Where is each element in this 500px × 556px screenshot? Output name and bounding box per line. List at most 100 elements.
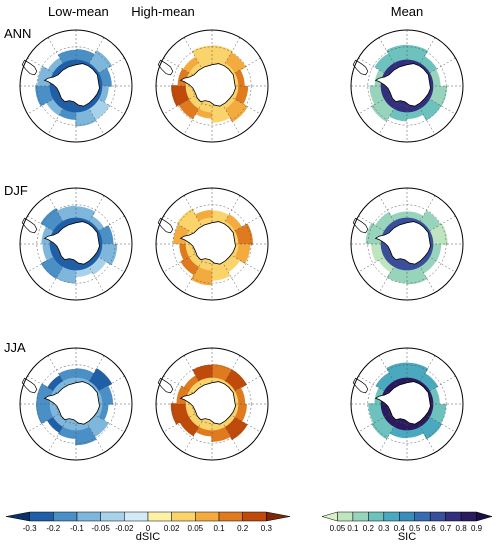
sea-ice-sector <box>75 265 93 278</box>
colorbar-tick-label: 0.02 <box>164 524 180 533</box>
map-panel-djf-low-mean <box>19 187 133 301</box>
longitude-gridline <box>358 215 456 273</box>
sea-ice-sector <box>97 244 118 266</box>
longitude-gridline <box>163 57 261 115</box>
longitude-gridline <box>378 195 436 293</box>
colorbar-swatch <box>352 511 369 522</box>
sea-ice-sector <box>195 425 212 437</box>
longitude-gridline <box>163 57 261 115</box>
sea-ice-sector <box>97 404 109 421</box>
longitude-gridline <box>183 355 241 453</box>
map-border <box>350 29 464 143</box>
colorbar-swatch <box>171 511 196 522</box>
colorbar-swatch <box>100 511 125 522</box>
longitude-gridline <box>163 375 261 433</box>
map-panel-ann-low-mean <box>19 29 133 143</box>
colorbar-tick-label: -0.2 <box>46 524 60 533</box>
colorbar-tick-label: 0.05 <box>330 524 346 533</box>
colorbar-tick-label: 0.4 <box>394 524 406 533</box>
sea-ice-sector <box>375 372 396 392</box>
row-label-ann: ANN <box>4 26 31 41</box>
longitude-gridline <box>163 375 261 433</box>
colorbar-swatch <box>5 511 30 522</box>
colorbar-swatch <box>76 511 101 522</box>
longitude-gridline <box>183 355 241 453</box>
map-border <box>19 347 133 461</box>
map-panel-jja-low-mean <box>19 347 133 461</box>
longitude-gridline <box>47 37 105 135</box>
sea-ice-sector <box>223 256 241 273</box>
antarctica-coastline <box>43 381 100 425</box>
colorbar-tick-label: -0.05 <box>92 524 111 533</box>
colorbar-swatch <box>476 511 493 522</box>
map-border <box>155 347 269 461</box>
map-panel-jja-mean <box>350 347 464 461</box>
sea-ice-sector <box>224 214 243 233</box>
longitude-gridline <box>183 37 241 135</box>
colorbar-tick-label: 0.05 <box>188 524 204 533</box>
longitude-gridline <box>183 37 241 135</box>
colorbar-swatch <box>29 511 54 522</box>
antarctica-coastline <box>374 381 431 425</box>
sea-ice-sector <box>406 265 428 285</box>
sea-ice-sector <box>378 255 395 273</box>
column-header-high-mean: High-mean <box>131 4 195 19</box>
sea-ice-sector <box>182 56 201 74</box>
longitude-gridline <box>183 195 241 293</box>
antarctica-coastline <box>179 221 236 265</box>
longitude-gridline <box>358 57 456 115</box>
colorbar-swatch <box>218 511 243 522</box>
colorbar-swatch <box>383 511 400 522</box>
map-border <box>350 187 464 301</box>
sea-ice-sector <box>233 69 245 87</box>
colorbar-sic: 0.05 0.1 0.2 0.3 0.4 0.5 0.6 0.7 0.8 0.9 <box>321 511 493 533</box>
antarctica-coastline <box>43 221 100 265</box>
longitude-gridline <box>378 195 436 293</box>
longitude-gridline <box>47 37 105 135</box>
antarctica-coastline <box>43 63 100 107</box>
colorbar-swatch <box>399 511 415 522</box>
map-border <box>19 187 133 301</box>
sea-ice-sector <box>374 53 396 74</box>
sea-ice-sector <box>183 375 201 392</box>
longitude-gridline <box>47 195 105 293</box>
sea-ice-sector <box>190 265 212 286</box>
colorbar-swatch <box>414 511 431 522</box>
longitude-gridline <box>358 215 456 273</box>
column-header-mean: Mean <box>391 4 424 19</box>
colorbar-swatch <box>445 511 462 522</box>
colorbar-tick-label: -0.1 <box>70 524 84 533</box>
sea-ice-sector <box>46 97 64 116</box>
colorbar-tick-label: -0.02 <box>115 524 134 533</box>
longitude-gridline <box>358 375 456 433</box>
column-header-low-mean: Low-mean <box>48 4 109 19</box>
antarctica-coastline <box>179 63 236 107</box>
map-panel-ann-high-mean <box>155 29 269 143</box>
map-border <box>155 187 269 301</box>
colorbar-swatch <box>266 511 291 522</box>
colorbar-swatch <box>53 511 78 522</box>
colorbar-swatch <box>124 511 149 522</box>
sea-ice-sector <box>170 403 191 425</box>
sea-ice-sector <box>428 387 440 405</box>
colorbar-swatch <box>368 511 385 522</box>
colorbar-swatch <box>321 511 338 522</box>
colorbar-tick-label: 0 <box>146 524 151 533</box>
colorbar-swatch <box>195 511 220 522</box>
sea-ice-sector <box>179 243 191 261</box>
sea-ice-sector <box>180 255 200 276</box>
sea-ice-sector <box>386 362 408 383</box>
colorbar-sic-title: SIC <box>398 531 416 543</box>
row-label-djf: DJF <box>4 183 28 198</box>
longitude-gridline <box>378 37 436 135</box>
longitude-gridline <box>163 215 261 273</box>
colorbar-swatch <box>337 511 354 522</box>
sea-ice-sector <box>233 387 246 405</box>
longitude-gridline <box>378 37 436 135</box>
colorbar-tick-label: 0.2 <box>237 524 249 533</box>
antarctica-coastline <box>179 381 236 425</box>
map-panel-djf-high-mean <box>155 187 269 301</box>
longitude-gridline <box>47 355 105 453</box>
antarctica-coastline <box>374 63 431 107</box>
longitude-gridline <box>27 215 125 273</box>
